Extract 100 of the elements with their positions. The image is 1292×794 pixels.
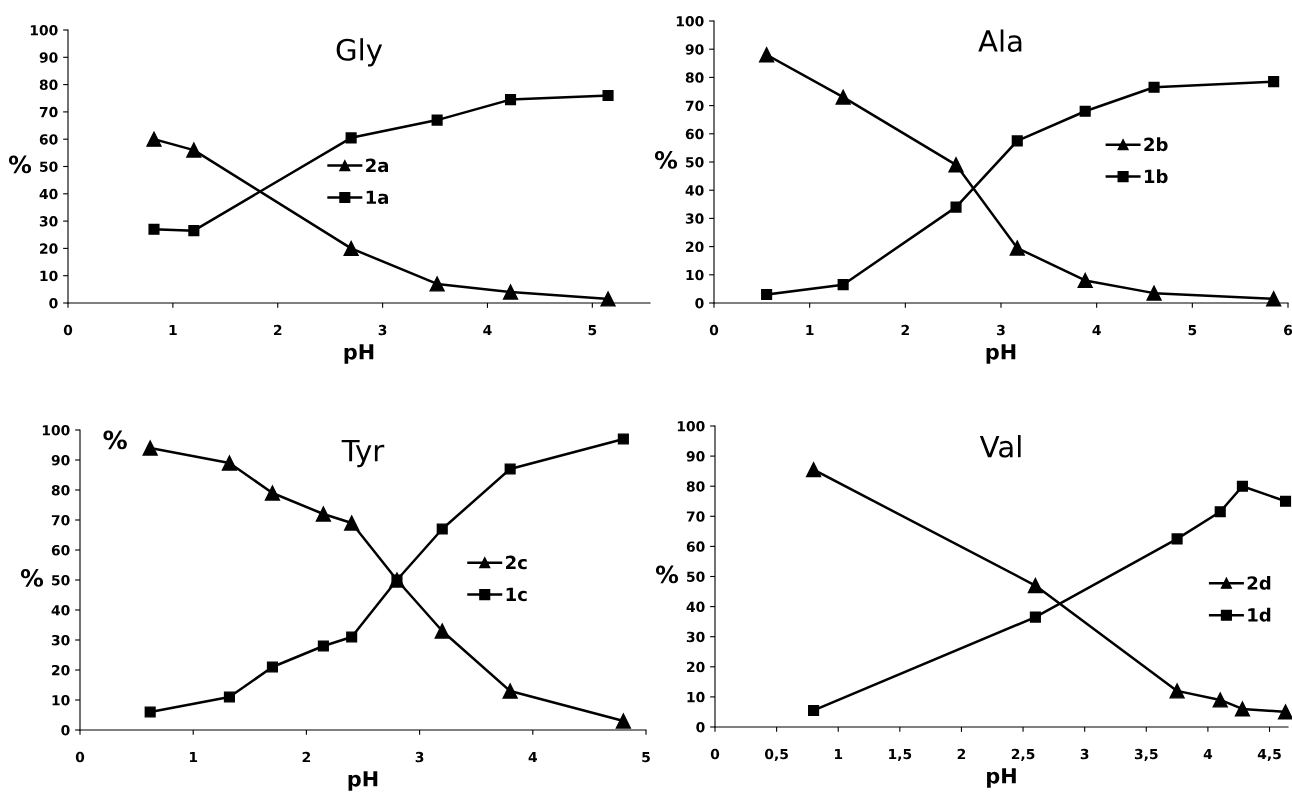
y-tick-label: 10 xyxy=(686,269,704,281)
point xyxy=(1146,285,1162,301)
point xyxy=(221,455,238,471)
point xyxy=(436,523,448,535)
legend-label: 2c xyxy=(506,555,527,570)
chart-title: Tyr xyxy=(341,439,385,468)
point xyxy=(837,279,849,291)
y-tick-label: 0 xyxy=(695,297,704,309)
point xyxy=(148,223,160,235)
x-tick-label: 2 xyxy=(274,324,282,336)
x-tick-label: 4 xyxy=(1203,748,1213,760)
point xyxy=(504,94,517,106)
y-tick-label: 40 xyxy=(39,188,58,200)
point xyxy=(1234,701,1251,717)
y-axis-title: % xyxy=(655,565,679,584)
x-tick-label: 3 xyxy=(997,324,1005,336)
x-axis-title: pH xyxy=(348,771,378,791)
x-tick-label: 1,5 xyxy=(889,748,912,762)
point xyxy=(502,683,518,699)
chart-title: Val xyxy=(979,435,1021,458)
point xyxy=(1171,533,1183,545)
y-tick-label: 40 xyxy=(51,604,70,616)
point xyxy=(808,704,820,717)
y-tick-label: 60 xyxy=(51,544,70,556)
x-tick-label: 5 xyxy=(642,751,650,763)
chart-title: Gly xyxy=(336,38,383,67)
x-tick-label: 0 xyxy=(710,748,720,760)
y-tick-label: 20 xyxy=(52,664,70,676)
y-tick-label: 30 xyxy=(39,216,58,227)
x-tick-label: 1 xyxy=(169,324,177,336)
y-tick-label: 100 xyxy=(42,424,70,436)
annotation: % xyxy=(103,430,127,450)
y-tick-label: 100 xyxy=(677,420,705,432)
y-tick-label: 60 xyxy=(685,128,704,140)
x-tick-label: 2 xyxy=(901,324,909,336)
point xyxy=(1212,692,1228,708)
point xyxy=(1214,506,1226,518)
x-tick-label: 0,5 xyxy=(764,748,788,762)
y-tick-label: 100 xyxy=(30,24,58,36)
point xyxy=(1011,135,1023,147)
point xyxy=(805,462,822,478)
point xyxy=(345,132,357,144)
x-tick-label: 5 xyxy=(1188,324,1197,336)
y-tick-label: 30 xyxy=(51,634,70,646)
point xyxy=(146,131,162,147)
x-tick-label: 2 xyxy=(302,751,311,763)
point xyxy=(264,485,281,501)
point xyxy=(615,713,631,729)
point xyxy=(600,291,616,307)
point xyxy=(1277,704,1292,720)
y-tick-label: 10 xyxy=(40,270,58,282)
x-tick-label: 1 xyxy=(189,751,198,763)
x-tick-label: 4 xyxy=(1092,324,1101,336)
chart-title: Ala xyxy=(978,29,1022,53)
y-tick-label: 0 xyxy=(696,721,705,733)
legend-label: 1a xyxy=(366,190,389,205)
y-tick-label: 70 xyxy=(686,511,705,522)
x-tick-label: 3 xyxy=(378,324,387,336)
y-tick-label: 50 xyxy=(40,161,58,172)
x-axis-title: pH xyxy=(344,344,374,364)
y-tick-label: 90 xyxy=(686,451,705,462)
x-tick-label: 6 xyxy=(1284,324,1292,336)
legend-label: 1c xyxy=(506,587,527,602)
legend-label: 2b xyxy=(1144,137,1168,152)
point xyxy=(1148,81,1160,93)
point xyxy=(186,142,202,158)
y-tick-label: 0 xyxy=(49,297,58,309)
x-tick-label: 1 xyxy=(834,748,843,760)
x-tick-label: 4 xyxy=(483,324,492,336)
point xyxy=(1077,272,1093,289)
y-tick-label: 90 xyxy=(685,44,704,55)
x-tick-label: 0 xyxy=(709,324,719,336)
point xyxy=(317,640,329,652)
y-tick-label: 90 xyxy=(39,52,58,63)
y-tick-label: 50 xyxy=(686,156,704,168)
y-tick-label: 100 xyxy=(676,15,704,27)
y-tick-label: 20 xyxy=(687,661,705,673)
x-tick-label: 2,5 xyxy=(1011,748,1035,762)
y-tick-label: 50 xyxy=(687,571,705,582)
point xyxy=(502,284,519,300)
y-tick-label: 80 xyxy=(686,481,705,492)
point xyxy=(1279,495,1292,507)
y-tick-label: 80 xyxy=(39,79,58,91)
legend-label: 2d xyxy=(1247,575,1271,590)
x-tick-label: 0 xyxy=(75,751,85,763)
point xyxy=(758,47,775,63)
y-tick-label: 70 xyxy=(39,106,58,118)
x-tick-label: 2 xyxy=(957,748,966,760)
legend-label: 1d xyxy=(1248,607,1271,622)
point xyxy=(1029,611,1041,623)
x-axis-title: pH xyxy=(986,344,1016,364)
y-tick-label: 40 xyxy=(686,601,705,613)
point xyxy=(344,515,360,531)
y-axis-title: % xyxy=(8,155,32,174)
x-tick-label: 3 xyxy=(1080,748,1089,760)
point xyxy=(434,623,450,639)
y-tick-label: 70 xyxy=(51,514,70,526)
y-tick-label: 60 xyxy=(686,541,705,552)
point xyxy=(1268,76,1280,88)
point xyxy=(315,506,332,522)
